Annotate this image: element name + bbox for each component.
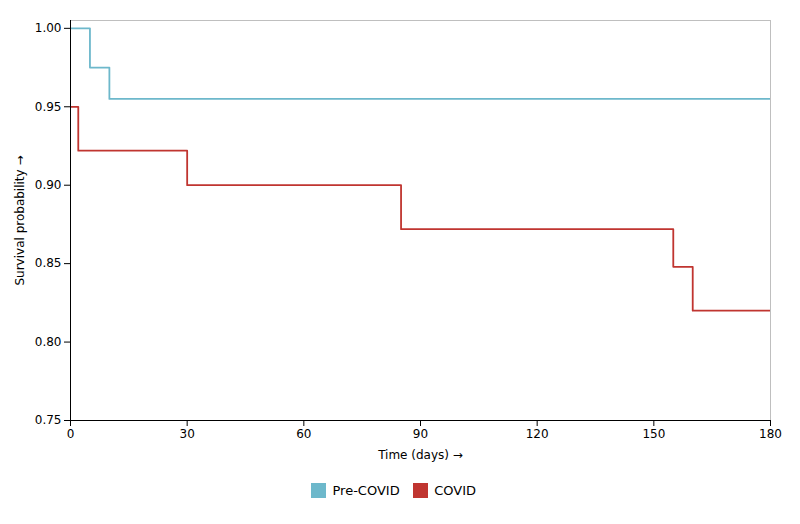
svg-text:1.00: 1.00 — [35, 21, 62, 35]
svg-text:0.95: 0.95 — [35, 100, 62, 114]
svg-text:Survival probability →: Survival probability → — [13, 155, 27, 285]
svg-text:Time (days) →: Time (days) → — [377, 448, 463, 462]
svg-text:0.90: 0.90 — [35, 178, 62, 192]
svg-text:180: 180 — [759, 427, 782, 441]
svg-text:30: 30 — [180, 427, 195, 441]
svg-text:0.80: 0.80 — [35, 335, 62, 349]
svg-text:60: 60 — [296, 427, 311, 441]
svg-text:0: 0 — [67, 427, 75, 441]
html-text:COVID: COVID — [434, 483, 476, 498]
svg-text:150: 150 — [642, 427, 665, 441]
html-text:Pre-COVID: Pre-COVID — [332, 483, 400, 498]
svg-text:90: 90 — [413, 427, 428, 441]
svg-text:120: 120 — [526, 427, 549, 441]
svg-text:0.85: 0.85 — [35, 256, 62, 270]
svg-text:0.75: 0.75 — [35, 413, 62, 427]
